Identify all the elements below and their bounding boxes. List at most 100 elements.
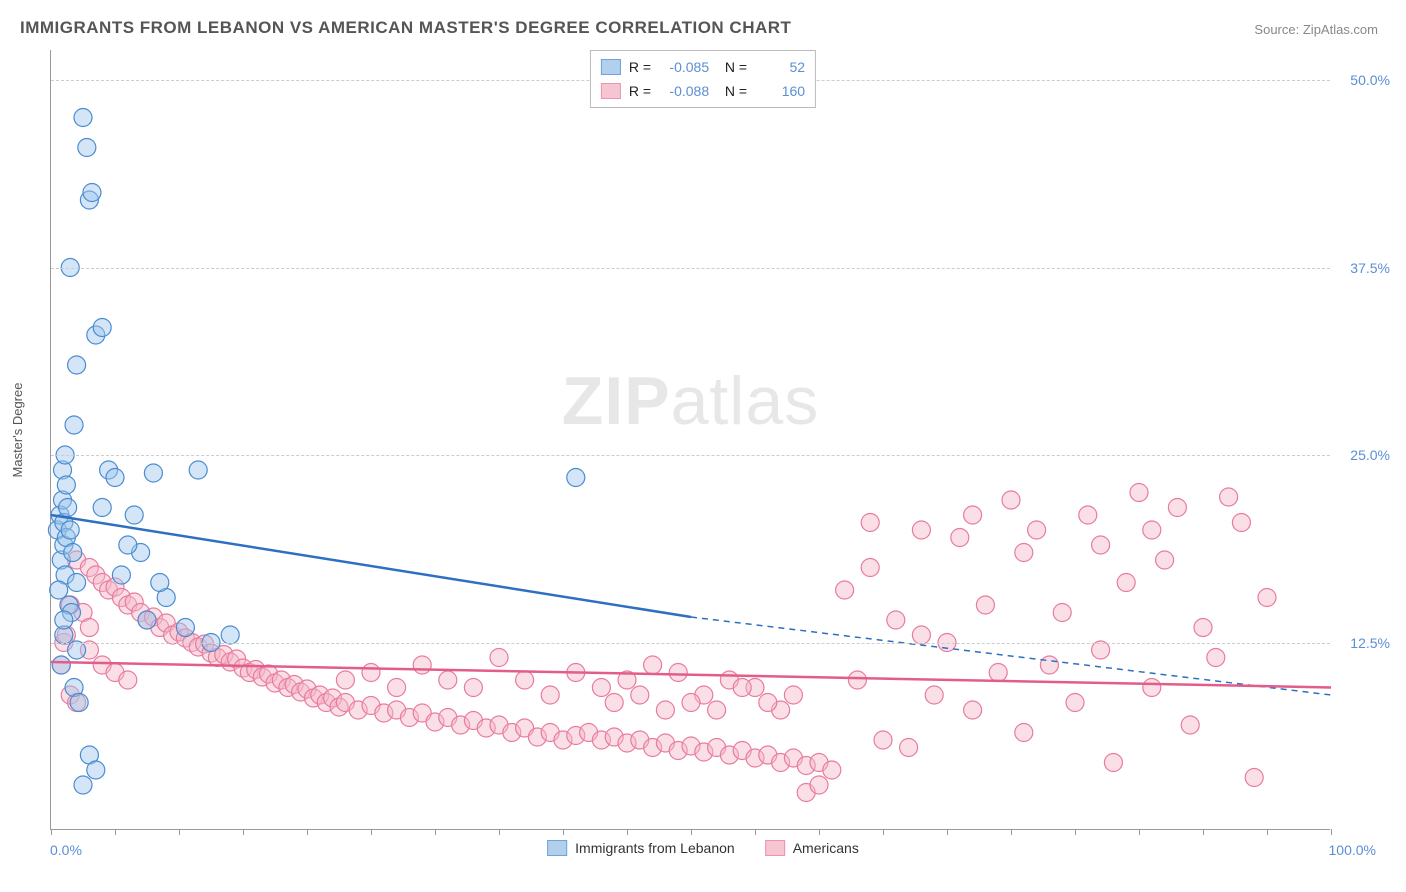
trend-line-lebanon	[51, 515, 691, 617]
scatter-point-americans	[1181, 716, 1199, 734]
y-tick-label: 12.5%	[1335, 635, 1390, 651]
scatter-point-americans	[1066, 694, 1084, 712]
scatter-point-lebanon	[61, 521, 79, 539]
scatter-point-lebanon	[93, 319, 111, 337]
x-axis-max-label: 100.0%	[1329, 842, 1376, 858]
scatter-point-americans	[1232, 514, 1250, 532]
scatter-point-americans	[336, 671, 354, 689]
scatter-point-americans	[848, 671, 866, 689]
scatter-point-americans	[1245, 769, 1263, 787]
r-value-1: -0.088	[659, 79, 709, 103]
scatter-point-lebanon	[83, 184, 101, 202]
x-tick	[947, 829, 948, 835]
swatch-americans-2	[765, 840, 785, 856]
plot-area: ZIPatlas 12.5%25.0%37.5%50.0%	[50, 50, 1330, 830]
scatter-point-americans	[1207, 649, 1225, 667]
source-name: ZipAtlas.com	[1303, 22, 1378, 37]
scatter-point-lebanon	[64, 544, 82, 562]
scatter-point-americans	[1015, 544, 1033, 562]
scatter-point-americans	[733, 679, 751, 697]
legend-label-americans: Americans	[793, 840, 859, 856]
scatter-point-lebanon	[59, 499, 77, 517]
n-value-0: 52	[755, 55, 805, 79]
scatter-point-americans	[1258, 589, 1276, 607]
y-tick-label: 25.0%	[1335, 447, 1390, 463]
r-label: R =	[629, 79, 651, 103]
x-tick	[51, 829, 52, 835]
x-tick	[1011, 829, 1012, 835]
scatter-point-americans	[605, 694, 623, 712]
scatter-point-americans	[784, 686, 802, 704]
x-tick	[1331, 829, 1332, 835]
scatter-point-americans	[1079, 506, 1097, 524]
n-label: N =	[717, 55, 747, 79]
x-tick	[755, 829, 756, 835]
scatter-point-americans	[976, 596, 994, 614]
scatter-point-americans	[1092, 536, 1110, 554]
scatter-point-americans	[490, 649, 508, 667]
scatter-point-americans	[1130, 484, 1148, 502]
scatter-point-americans	[516, 671, 534, 689]
x-tick	[1267, 829, 1268, 835]
scatter-point-lebanon	[68, 356, 86, 374]
scatter-point-americans	[682, 694, 700, 712]
scatter-point-americans	[861, 514, 879, 532]
scatter-point-americans	[80, 619, 98, 637]
grid-line	[51, 268, 1330, 269]
scatter-point-americans	[1092, 641, 1110, 659]
scatter-point-lebanon	[78, 139, 96, 157]
scatter-point-americans	[1143, 521, 1161, 539]
scatter-point-americans	[656, 701, 674, 719]
swatch-lebanon-2	[547, 840, 567, 856]
legend-stats-row-0: R = -0.085 N = 52	[601, 55, 805, 79]
scatter-point-americans	[464, 679, 482, 697]
scatter-point-americans	[413, 656, 431, 674]
x-tick	[179, 829, 180, 835]
x-tick	[499, 829, 500, 835]
x-axis-min-label: 0.0%	[50, 842, 82, 858]
scatter-point-americans	[964, 506, 982, 524]
scatter-point-lebanon	[112, 566, 130, 584]
scatter-point-americans	[1053, 604, 1071, 622]
scatter-point-americans	[1002, 491, 1020, 509]
legend-item-lebanon: Immigrants from Lebanon	[547, 840, 735, 856]
y-tick-label: 50.0%	[1335, 72, 1390, 88]
scatter-point-americans	[439, 671, 457, 689]
scatter-point-americans	[912, 626, 930, 644]
scatter-point-americans	[1220, 488, 1238, 506]
scatter-point-americans	[1168, 499, 1186, 517]
scatter-point-americans	[1143, 679, 1161, 697]
grid-line	[51, 455, 1330, 456]
scatter-point-lebanon	[55, 611, 73, 629]
scatter-point-lebanon	[68, 574, 86, 592]
scatter-point-americans	[925, 686, 943, 704]
scatter-point-americans	[631, 686, 649, 704]
scatter-point-lebanon	[74, 109, 92, 127]
scatter-point-lebanon	[57, 476, 75, 494]
source-credit: Source: ZipAtlas.com	[1254, 22, 1378, 37]
x-tick	[1139, 829, 1140, 835]
legend-item-americans: Americans	[765, 840, 859, 856]
x-tick	[563, 829, 564, 835]
x-tick	[627, 829, 628, 835]
scatter-point-lebanon	[93, 499, 111, 517]
legend-label-lebanon: Immigrants from Lebanon	[575, 840, 735, 856]
scatter-point-americans	[119, 671, 137, 689]
scatter-point-lebanon	[176, 619, 194, 637]
scatter-point-americans	[964, 701, 982, 719]
source-label: Source:	[1254, 22, 1299, 37]
r-label: R =	[629, 55, 651, 79]
scatter-point-americans	[1156, 551, 1174, 569]
scatter-point-lebanon	[119, 536, 137, 554]
x-tick	[307, 829, 308, 835]
x-tick	[691, 829, 692, 835]
scatter-point-americans	[836, 581, 854, 599]
scatter-point-lebanon	[138, 611, 156, 629]
scatter-point-americans	[1104, 754, 1122, 772]
scatter-point-americans	[900, 739, 918, 757]
scatter-point-americans	[708, 701, 726, 719]
scatter-point-americans	[1194, 619, 1212, 637]
x-tick	[243, 829, 244, 835]
legend-stats-row-1: R = -0.088 N = 160	[601, 79, 805, 103]
scatter-point-americans	[592, 679, 610, 697]
